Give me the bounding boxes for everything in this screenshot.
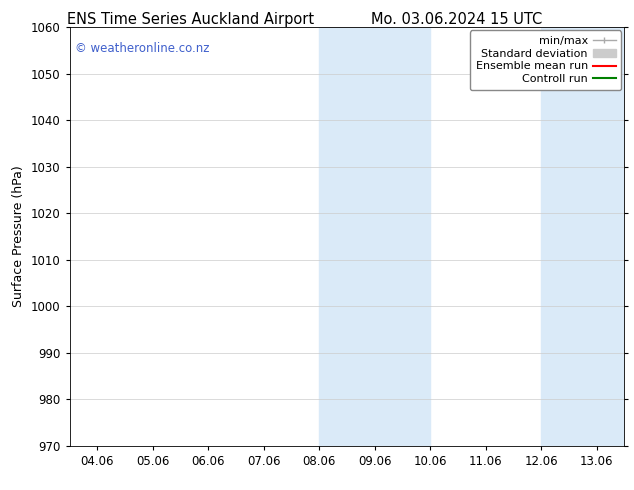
Bar	[541, 27, 624, 446]
Bar	[320, 27, 430, 446]
Text: Mo. 03.06.2024 15 UTC: Mo. 03.06.2024 15 UTC	[371, 12, 542, 27]
Legend: min/max, Standard deviation, Ensemble mean run, Controll run: min/max, Standard deviation, Ensemble me…	[470, 30, 621, 90]
Y-axis label: Surface Pressure (hPa): Surface Pressure (hPa)	[13, 166, 25, 307]
Text: ENS Time Series Auckland Airport: ENS Time Series Auckland Airport	[67, 12, 314, 27]
Text: © weatheronline.co.nz: © weatheronline.co.nz	[75, 42, 210, 54]
